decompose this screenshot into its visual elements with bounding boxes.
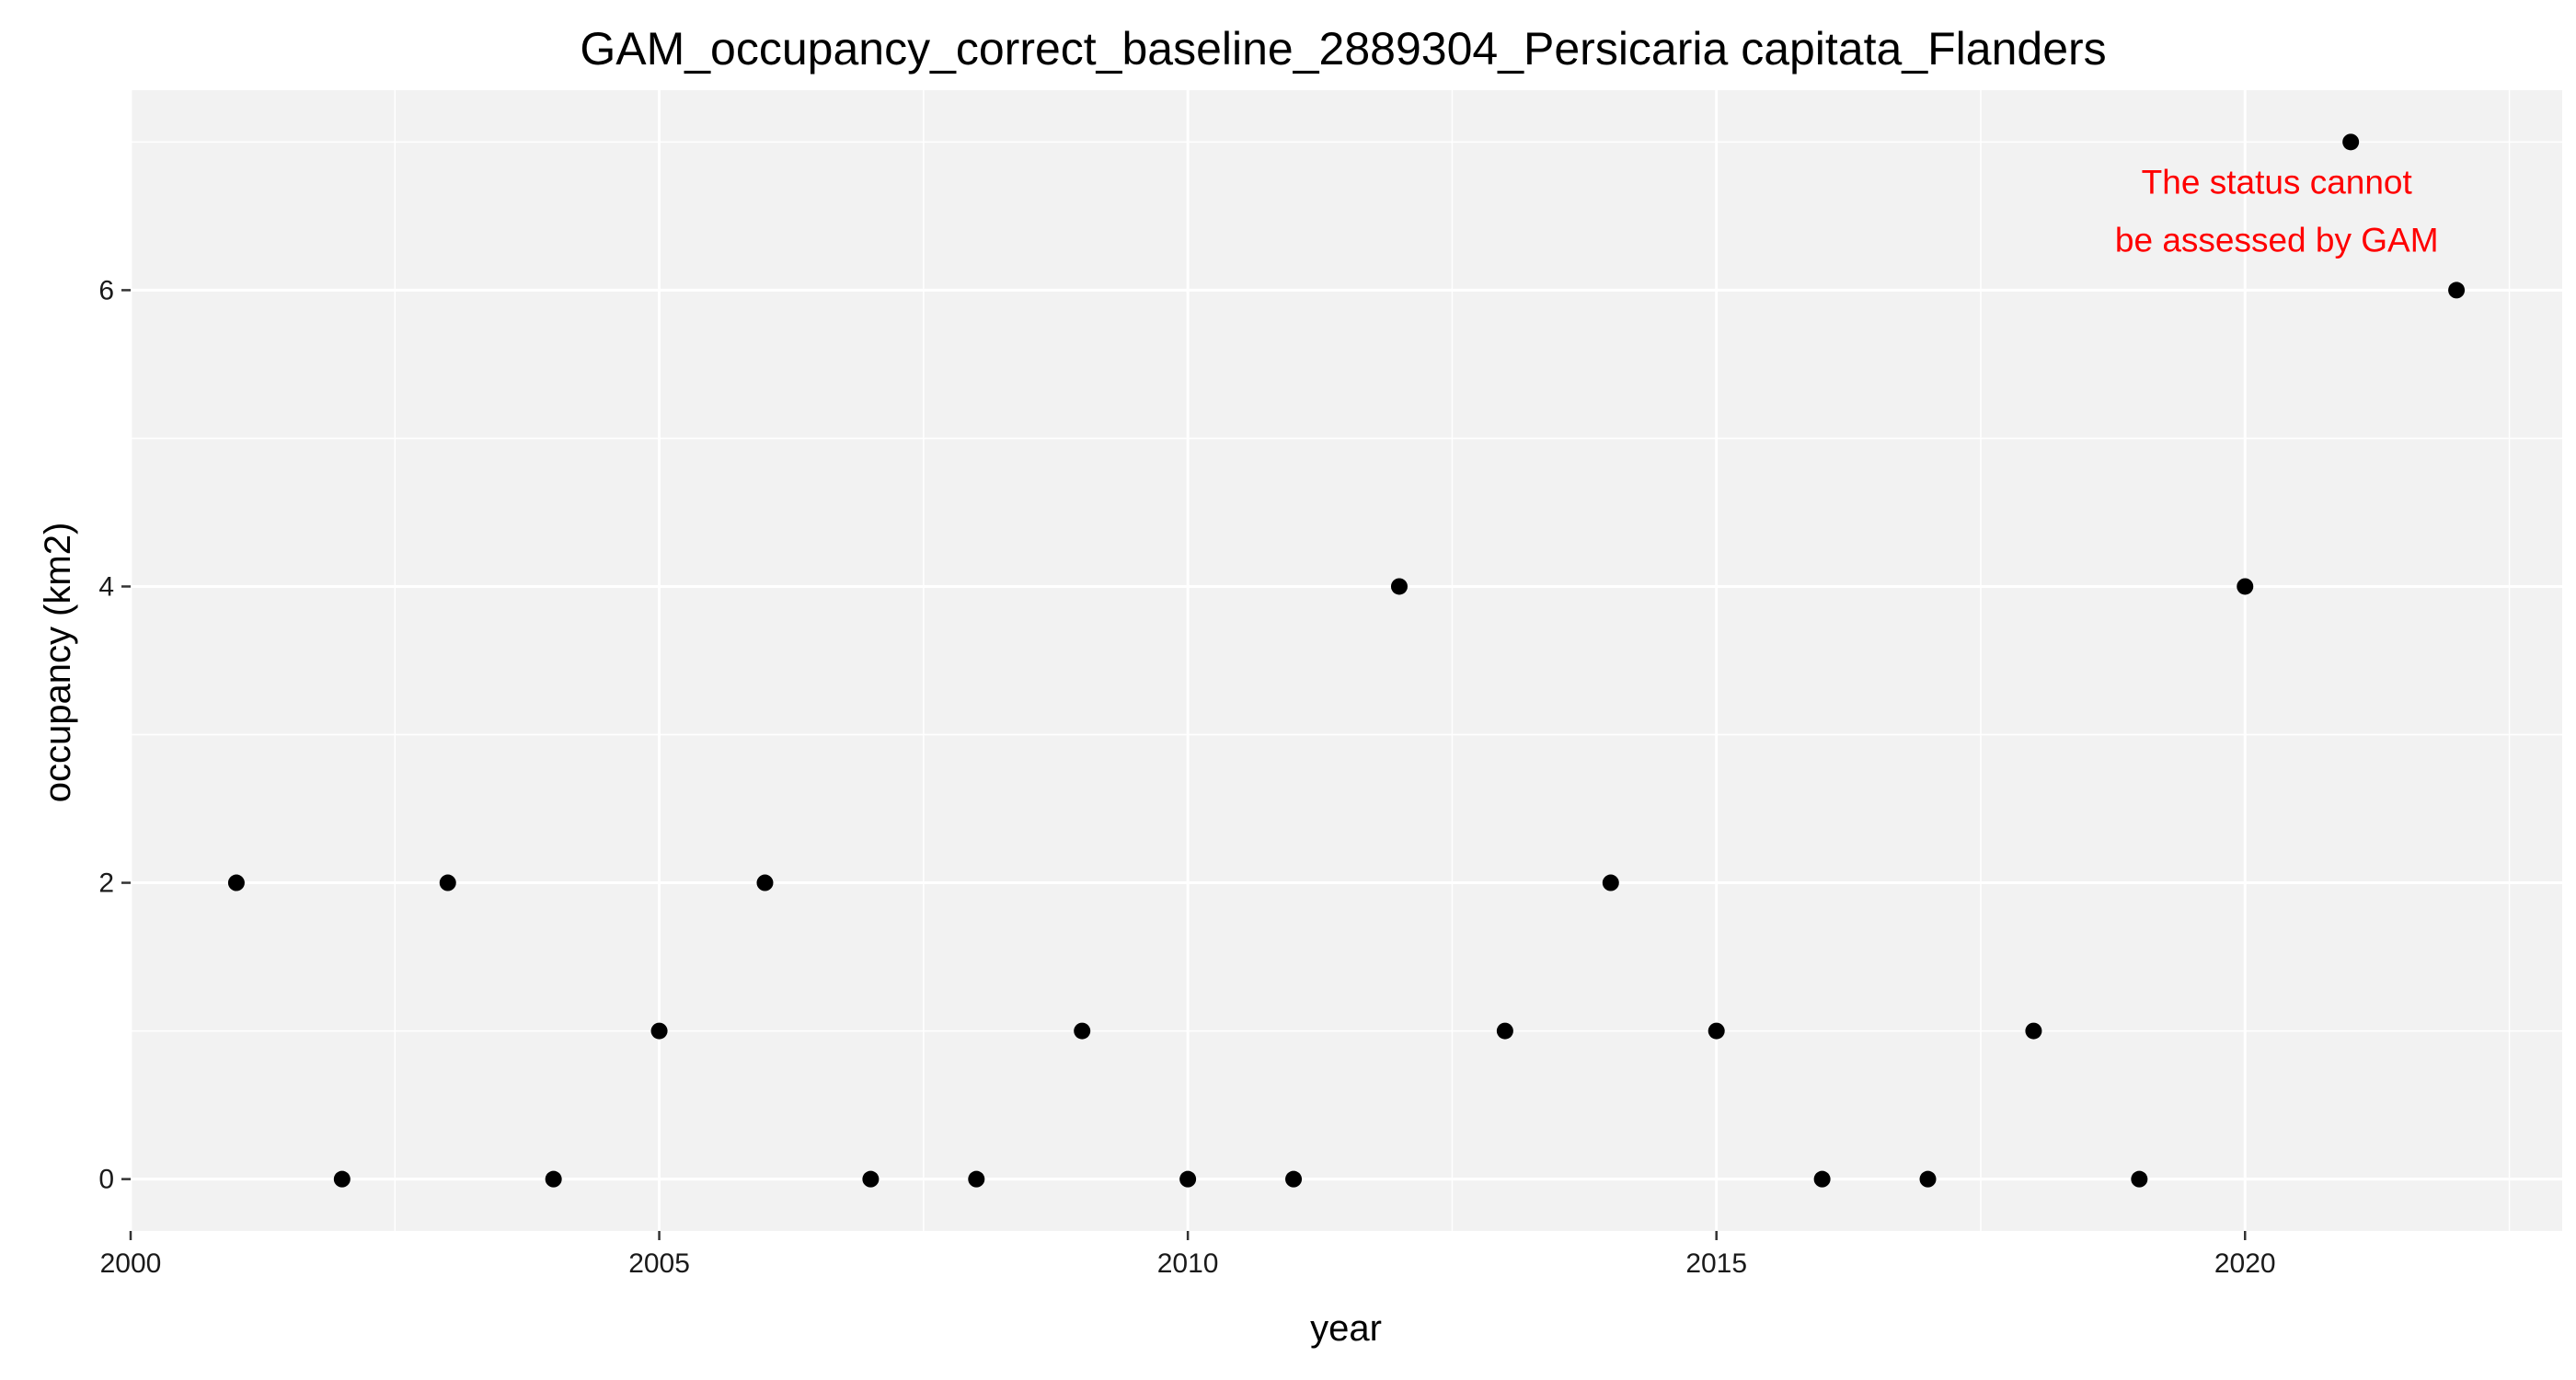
chart-title: GAM_occupancy_correct_baseline_2889304_P… bbox=[580, 23, 2106, 75]
x-tick-label: 2010 bbox=[1157, 1248, 1219, 1279]
annotation-text: The status cannot bbox=[2142, 164, 2413, 201]
x-tick-label: 2005 bbox=[628, 1248, 690, 1279]
data-point bbox=[1179, 1170, 1197, 1188]
y-axis-title: occupancy (km2) bbox=[38, 523, 78, 803]
y-tick-label: 4 bbox=[98, 571, 114, 602]
x-tick-label: 2020 bbox=[2214, 1248, 2276, 1279]
y-tick-label: 2 bbox=[98, 868, 114, 899]
y-tick-label: 0 bbox=[98, 1165, 114, 1195]
data-point bbox=[2025, 1022, 2042, 1040]
x-tick-label: 2000 bbox=[100, 1248, 162, 1279]
data-point bbox=[545, 1170, 562, 1188]
data-point bbox=[227, 874, 245, 891]
data-point bbox=[1919, 1170, 1937, 1188]
data-point bbox=[2448, 282, 2466, 299]
data-point bbox=[968, 1170, 985, 1188]
data-point bbox=[1285, 1170, 1303, 1188]
data-point bbox=[650, 1022, 668, 1040]
data-point bbox=[1390, 578, 1408, 595]
data-point bbox=[1074, 1022, 1091, 1040]
x-axis-title: year bbox=[1310, 1308, 1382, 1349]
data-point bbox=[1602, 874, 1619, 891]
data-point bbox=[2131, 1170, 2148, 1188]
y-tick-label: 6 bbox=[98, 275, 114, 305]
data-point bbox=[2342, 133, 2360, 151]
data-point bbox=[333, 1170, 351, 1188]
data-point bbox=[1708, 1022, 1725, 1040]
grid-major bbox=[129, 90, 2562, 1231]
data-point bbox=[439, 874, 456, 891]
data-point bbox=[1496, 1022, 1513, 1040]
data-point bbox=[1813, 1170, 1831, 1188]
y-axis: 0 2 4 6 bbox=[98, 275, 131, 1195]
data-point bbox=[862, 1170, 880, 1188]
data-points bbox=[227, 133, 2466, 1188]
grid-minor bbox=[131, 90, 2562, 1231]
plot-panel bbox=[131, 90, 2562, 1231]
annotation-text: be assessed by GAM bbox=[2115, 222, 2439, 259]
x-axis: 2000 2005 2010 2015 2020 bbox=[100, 1231, 2276, 1279]
data-point bbox=[756, 874, 774, 891]
data-point bbox=[2237, 578, 2254, 595]
annotation: The status cannot be assessed by GAM bbox=[2115, 164, 2439, 259]
x-tick-label: 2015 bbox=[1685, 1248, 1747, 1279]
